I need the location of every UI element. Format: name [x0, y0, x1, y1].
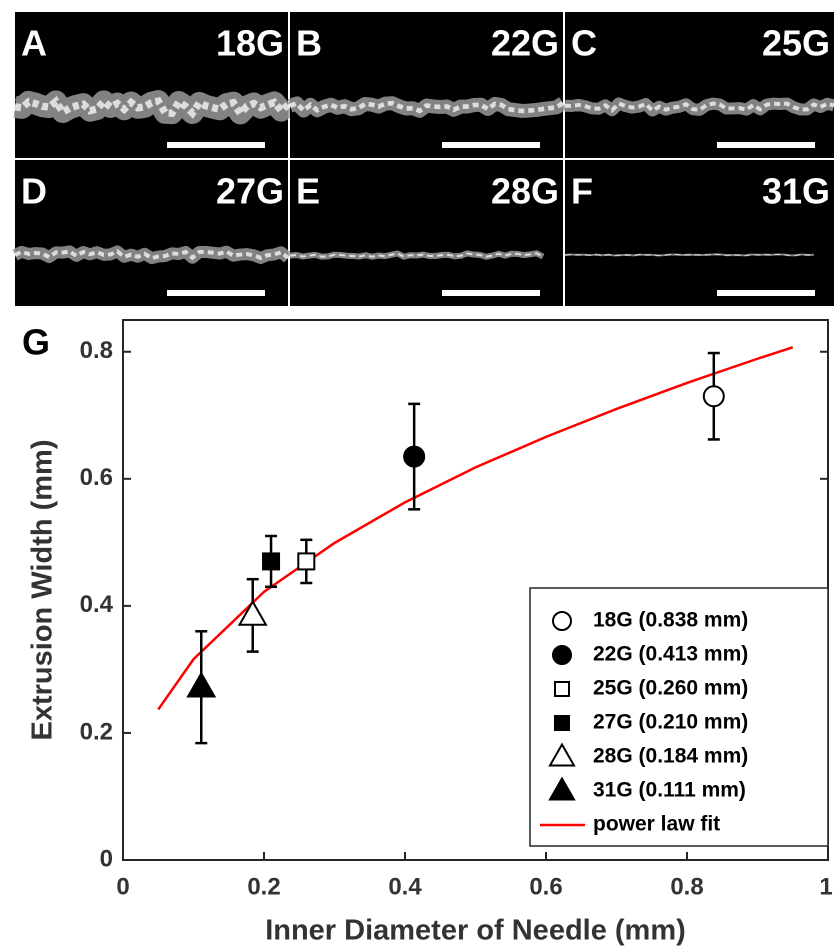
x-tick-label: 1	[819, 873, 832, 900]
legend-label: power law fit	[593, 813, 720, 836]
legend-label: 31G (0.111 mm)	[593, 779, 746, 802]
panel-label: B	[296, 23, 322, 64]
y-axis-label: Extrusion Width (mm)	[27, 439, 59, 740]
gauge-label: 18G	[216, 23, 284, 64]
micrograph	[15, 12, 288, 158]
gauge-label: 27G	[216, 171, 284, 212]
y-tick-label: 0.2	[80, 718, 113, 745]
x-tick-label: 0.4	[388, 873, 422, 900]
legend-marker	[552, 645, 572, 665]
legend-marker	[554, 715, 570, 731]
legend-label: 28G (0.184 mm)	[593, 745, 748, 768]
legend-marker	[552, 611, 572, 631]
panel-label: E	[296, 171, 320, 212]
point	[702, 385, 725, 408]
micrograph	[565, 12, 834, 158]
fiber	[12, 245, 292, 265]
y-tick-label: 0.8	[80, 337, 113, 364]
point	[186, 671, 217, 698]
legend-label: 27G (0.210 mm)	[593, 711, 748, 734]
y-tick-label: 0	[100, 845, 113, 872]
x-tick-label: 0	[116, 873, 129, 900]
panel-label: F	[571, 171, 593, 212]
fiber-highlight	[289, 100, 565, 114]
point	[262, 552, 281, 571]
fiber	[289, 250, 545, 260]
x-tick-label: 0.2	[247, 873, 280, 900]
legend-marker	[554, 681, 570, 697]
micrograph	[15, 160, 288, 306]
gauge-label: 22G	[491, 23, 559, 64]
legend	[529, 587, 829, 847]
panel-label: G	[22, 322, 50, 363]
point	[403, 445, 426, 468]
panel-label: D	[21, 171, 47, 212]
panel-label: C	[571, 23, 597, 64]
micrograph	[565, 160, 834, 306]
x-tick-label: 0.8	[670, 873, 703, 900]
point	[237, 599, 268, 626]
x-axis-label: Inner Diameter of Needle (mm)	[265, 915, 686, 947]
y-tick-label: 0.6	[80, 464, 113, 491]
point	[297, 552, 316, 571]
fiber-highlight	[289, 252, 544, 258]
x-tick-label: 0.6	[529, 873, 562, 900]
fiber-highlight	[14, 95, 291, 120]
y-tick-label: 0.4	[80, 591, 114, 618]
fiber-highlight	[564, 253, 815, 256]
legend-label: 22G (0.413 mm)	[593, 643, 748, 666]
micrograph	[290, 12, 563, 158]
legend-label: 25G (0.260 mm)	[593, 677, 748, 700]
gauge-label: 28G	[491, 171, 559, 212]
gauge-label: 25G	[762, 23, 830, 64]
legend-label: 18G (0.838 mm)	[593, 609, 748, 632]
panel-label: A	[21, 23, 47, 64]
legend-marker	[548, 776, 576, 801]
fit-line	[157, 346, 794, 711]
gauge-label: 31G	[762, 171, 830, 212]
micrograph	[290, 160, 563, 306]
fiber-highlight	[564, 101, 834, 114]
legend-marker	[548, 742, 576, 767]
